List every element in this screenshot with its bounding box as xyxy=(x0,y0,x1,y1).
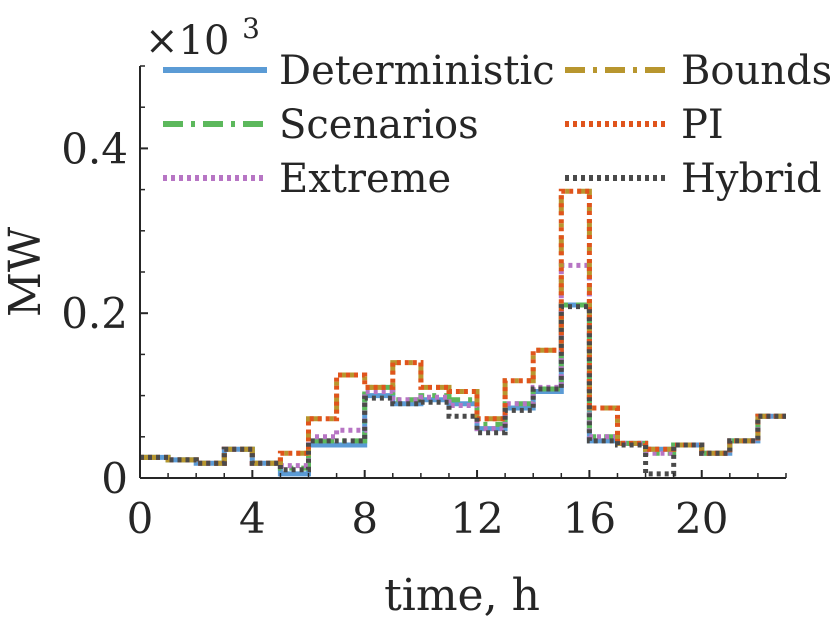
legend-label-deterministic: Deterministic xyxy=(279,48,555,94)
x-axis-label: time, h xyxy=(384,570,540,621)
x-tick-label: 16 xyxy=(563,494,616,543)
legend-label-hybrid: Hybrid xyxy=(681,156,822,202)
y-tick-label: 0 xyxy=(101,454,128,503)
legend-label-scenarios: Scenarios xyxy=(279,102,479,148)
legend: Deterministic Scenarios Extreme Bounds PI Hyb… xyxy=(163,48,830,202)
series-line-hybrid xyxy=(140,304,786,477)
series-layer xyxy=(140,188,786,477)
axes-layer: 0 4 8 12 16 20 0 0.2 0.4 xyxy=(61,65,787,543)
legend-label-pi: PI xyxy=(681,102,724,148)
x-tick-label: 0 xyxy=(127,494,154,543)
y-axis-label: MW xyxy=(0,226,51,317)
y-tick-label: 0.2 xyxy=(61,289,128,338)
x-tick-label: 8 xyxy=(351,494,378,543)
x-tick-label: 12 xyxy=(450,494,503,543)
y-tick-label: 0.4 xyxy=(61,124,128,173)
y-multiplier: ×10 3 xyxy=(145,12,260,64)
legend-label-extreme: Extreme xyxy=(279,156,451,202)
x-tick-label: 20 xyxy=(675,494,728,543)
legend-label-bounds: Bounds xyxy=(681,48,830,94)
y-multiplier-exponent: 3 xyxy=(242,12,260,45)
y-multiplier-base: ×10 xyxy=(145,18,229,64)
x-tick-label: 4 xyxy=(239,494,266,543)
